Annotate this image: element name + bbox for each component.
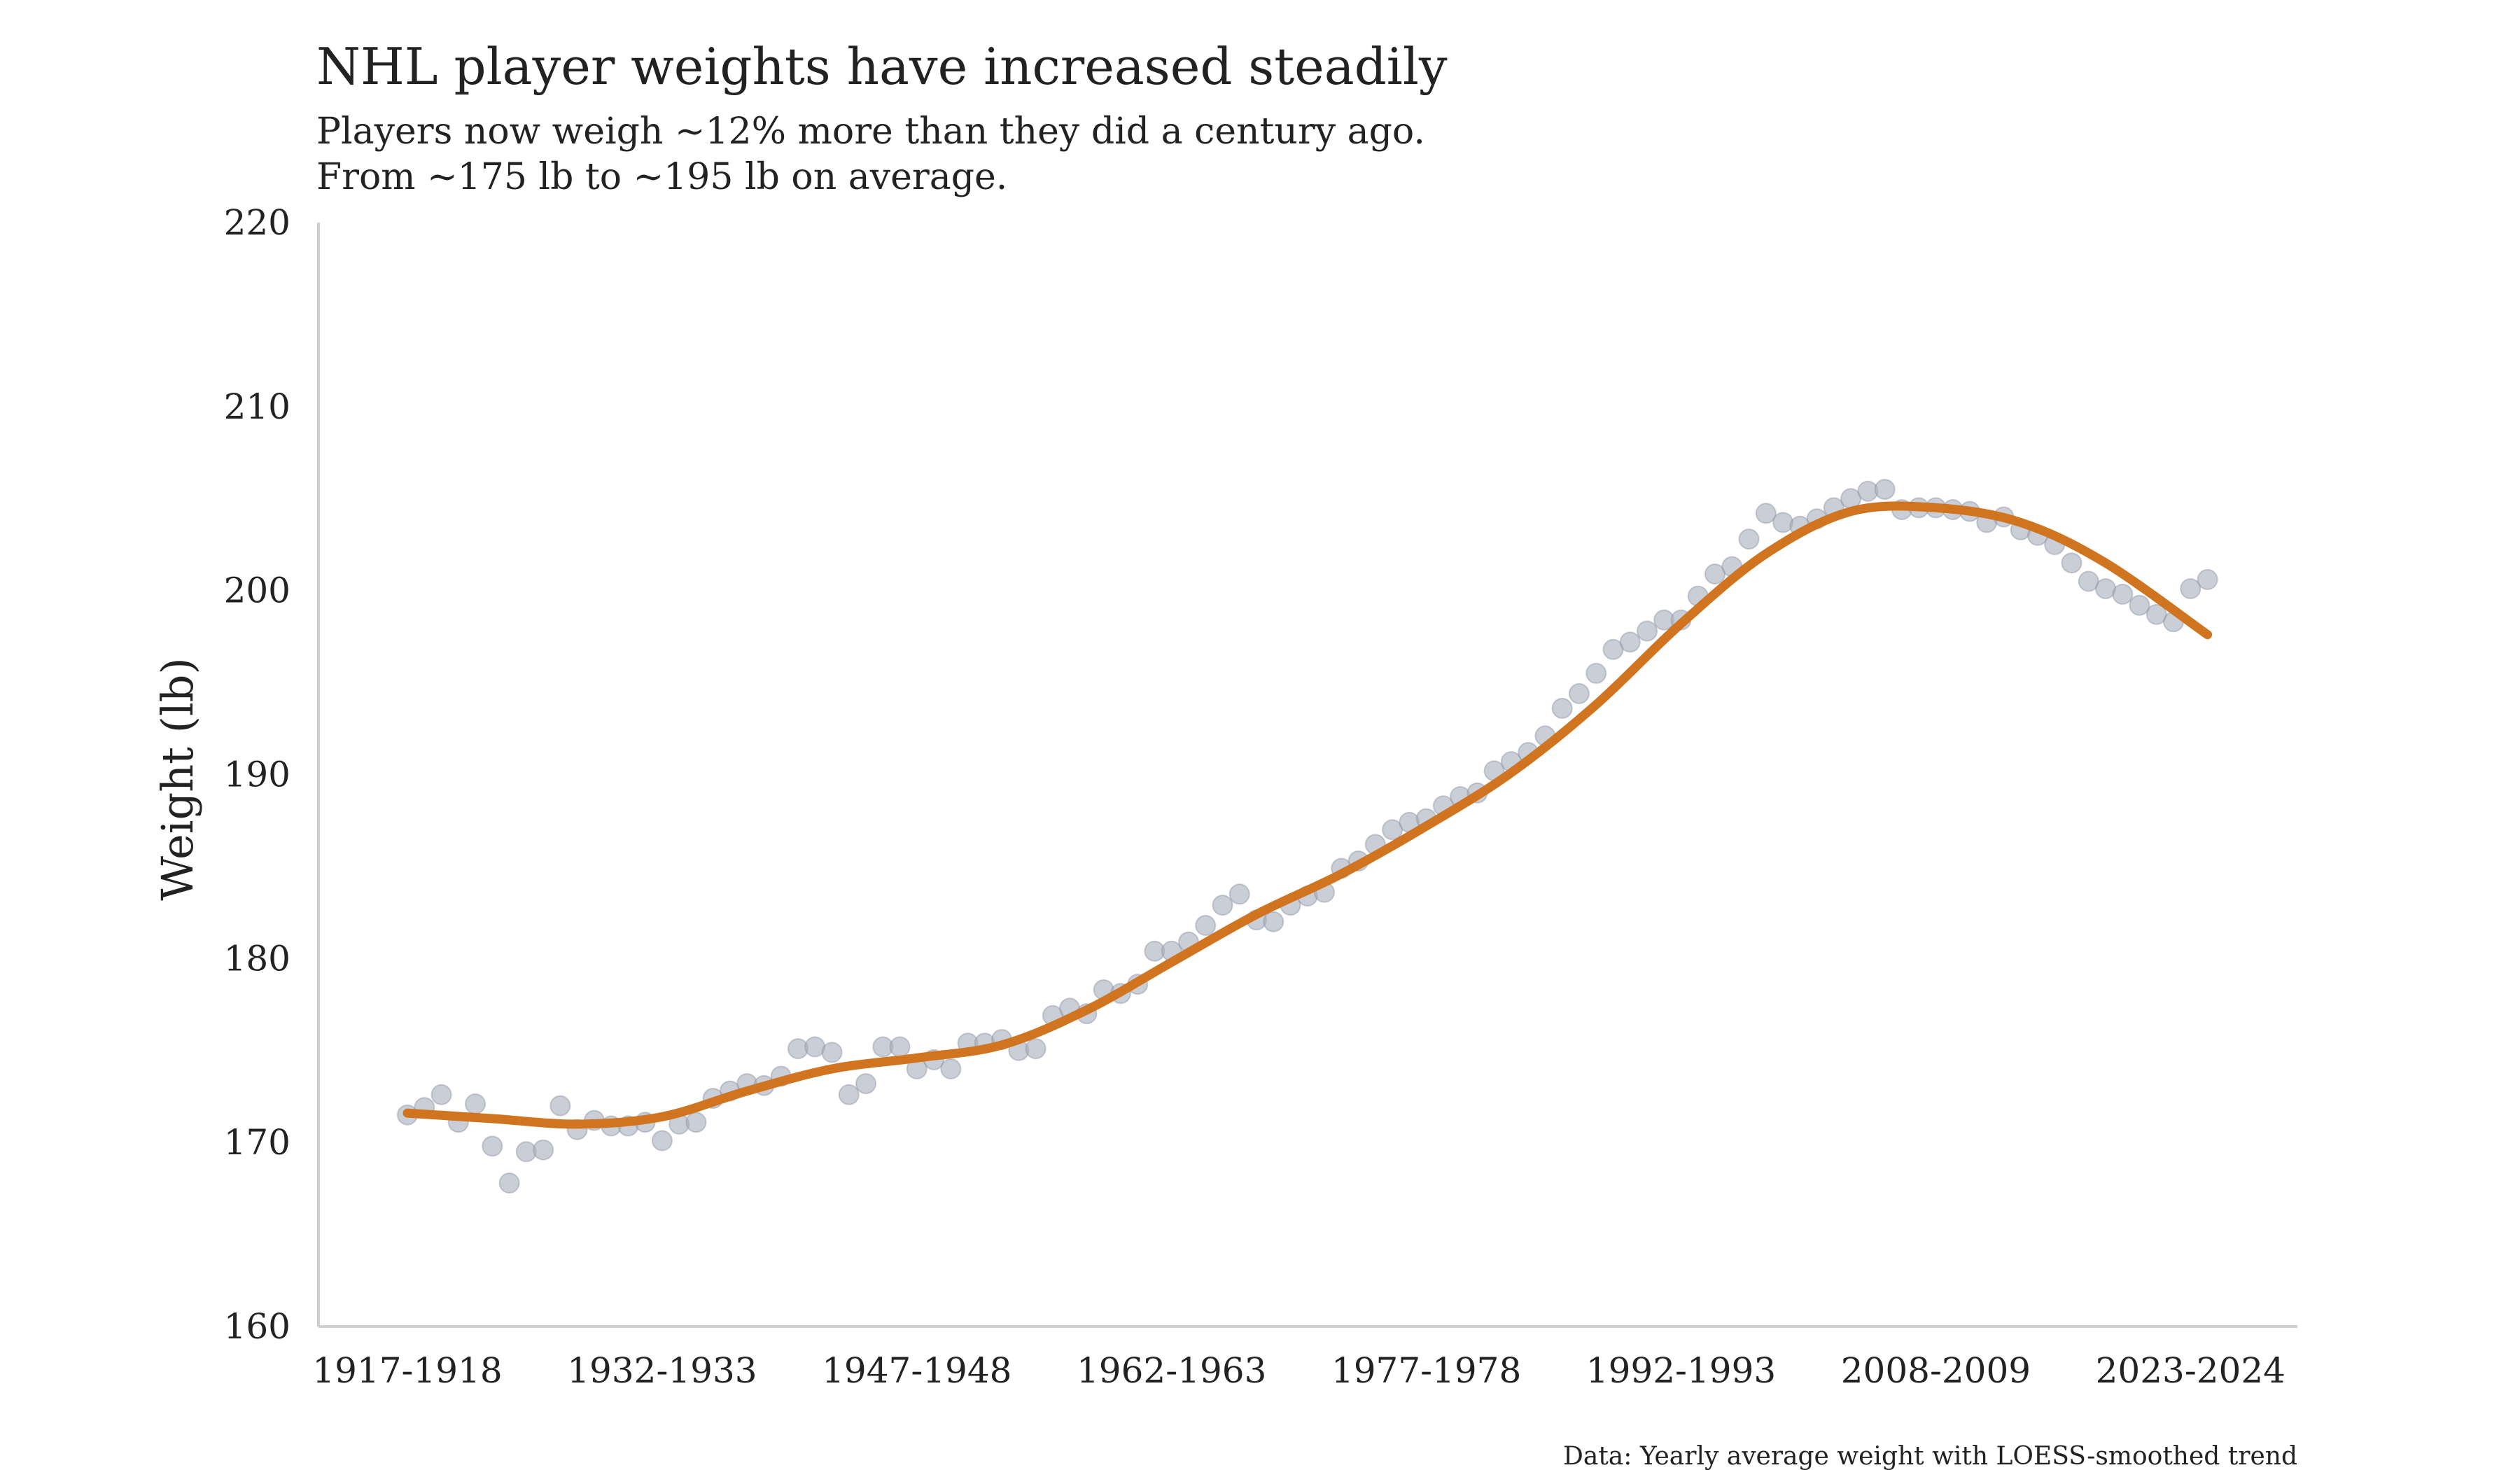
data-point xyxy=(533,1140,553,1160)
yearly-average-points xyxy=(398,479,2218,1193)
data-point xyxy=(686,1112,706,1132)
x-tick-label: 1947-1948 xyxy=(822,1350,1011,1391)
data-point xyxy=(1553,699,1572,718)
data-point xyxy=(1569,684,1589,704)
x-axis-ticks: 1917-1918 1932-1933 1947-1948 1962-1963 1977… xyxy=(312,1350,2286,1391)
x-tick-label: 2008-2009 xyxy=(1841,1350,2031,1391)
data-point xyxy=(1264,912,1283,932)
data-point xyxy=(482,1136,502,1156)
data-point xyxy=(465,1094,485,1114)
chart-subtitle-line-1: Players now weigh ~12% more than they di… xyxy=(316,111,1425,153)
data-point xyxy=(1637,622,1657,641)
x-tick-label: 1977-1978 xyxy=(1331,1350,1521,1391)
y-tick-label: 200 xyxy=(224,570,290,611)
data-point xyxy=(2198,570,2218,589)
data-point xyxy=(839,1085,859,1105)
data-point xyxy=(652,1131,672,1151)
chart-title: NHL player weights have increased steadi… xyxy=(316,37,1448,96)
data-point xyxy=(432,1085,451,1105)
data-point xyxy=(822,1042,842,1062)
data-point xyxy=(1586,664,1606,683)
data-point xyxy=(1026,1039,1046,1058)
y-tick-label: 160 xyxy=(224,1306,290,1347)
data-point xyxy=(941,1059,960,1079)
data-point xyxy=(1740,529,1759,549)
data-point xyxy=(1875,479,1895,499)
data-point xyxy=(550,1096,570,1116)
x-tick-label: 1932-1933 xyxy=(567,1350,757,1391)
x-tick-label: 1962-1963 xyxy=(1077,1350,1266,1391)
data-point xyxy=(1620,632,1640,652)
loess-trend-line xyxy=(407,506,2208,1124)
data-point xyxy=(1230,884,1250,904)
y-axis-ticks: 160 170 180 190 200 210 220 xyxy=(224,202,290,1347)
data-point xyxy=(2062,553,2082,573)
y-tick-label: 180 xyxy=(224,938,290,979)
x-tick-label: 1992-1993 xyxy=(1586,1350,1776,1391)
x-tick-label: 1917-1918 xyxy=(312,1350,502,1391)
y-tick-label: 170 xyxy=(224,1122,290,1163)
data-point xyxy=(890,1037,910,1057)
data-point xyxy=(2113,584,2132,604)
data-point xyxy=(1773,512,1793,532)
data-point xyxy=(856,1074,876,1093)
x-tick-label: 2023-2024 xyxy=(2096,1350,2286,1391)
y-tick-label: 220 xyxy=(224,202,290,243)
data-point xyxy=(1196,916,1215,935)
chart-subtitle-line-2: From ~175 lb to ~195 lb on average. xyxy=(316,156,1007,198)
chart-caption: Data: Yearly average weight with LOESS-s… xyxy=(1563,1442,2297,1470)
data-point xyxy=(1213,895,1233,915)
y-axis-label: Weight (lb) xyxy=(152,657,203,900)
y-tick-label: 190 xyxy=(224,755,290,795)
data-point xyxy=(500,1173,519,1193)
y-tick-label: 210 xyxy=(224,386,290,427)
